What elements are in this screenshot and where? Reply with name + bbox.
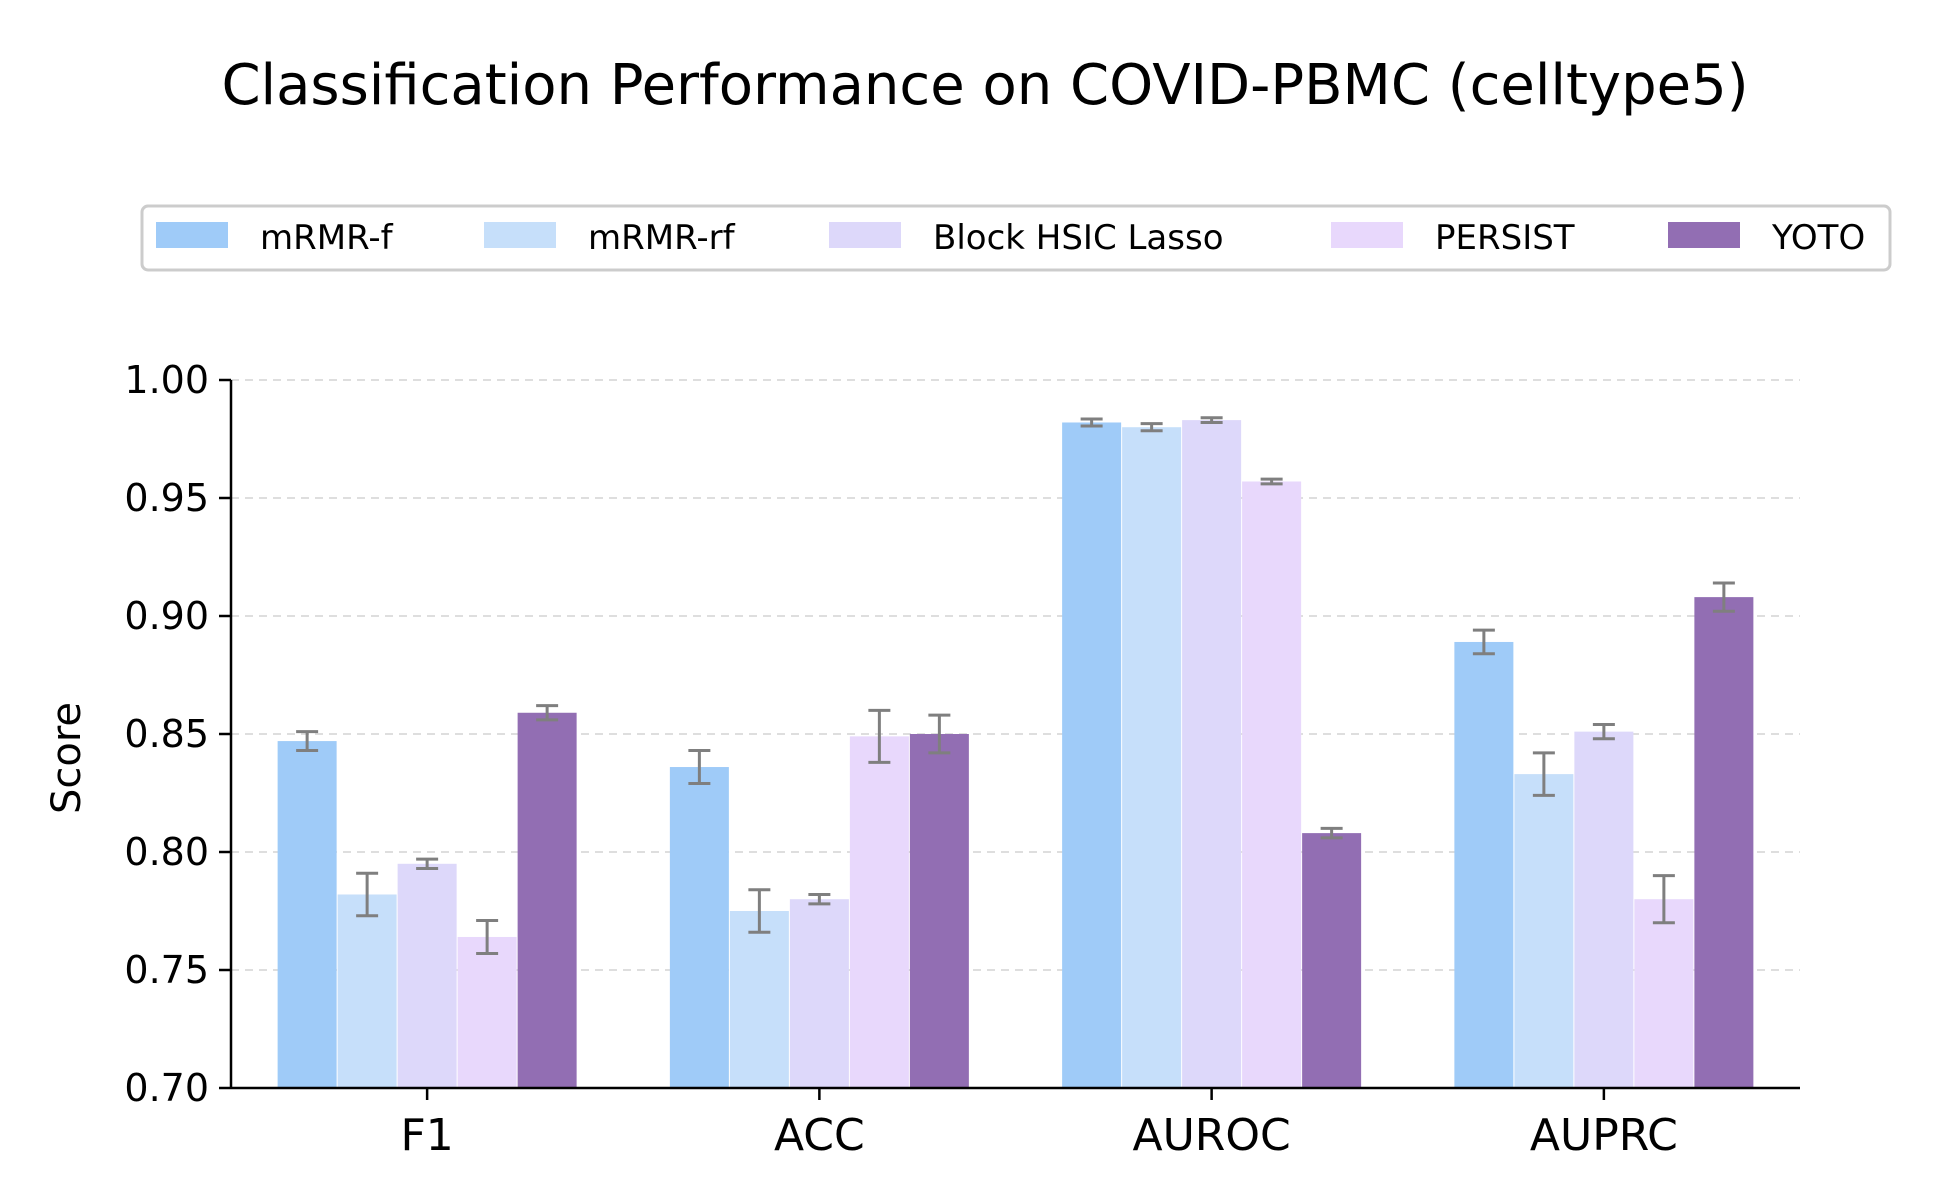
x-tick-label: AUROC (1133, 1110, 1291, 1161)
bar-yoto-auroc (1302, 833, 1362, 1088)
bar-mrmr-f-auprc (1454, 641, 1514, 1088)
bar-block-hsic-lasso-auprc (1574, 731, 1634, 1088)
bar-persist-auroc (1242, 481, 1302, 1089)
bar-yoto-acc (909, 734, 969, 1088)
legend-swatch (829, 222, 901, 248)
bar-block-hsic-lasso-auroc (1182, 420, 1242, 1088)
bar-mrmr-f-f1 (277, 741, 337, 1088)
legend-swatch (1331, 222, 1403, 248)
y-tick-label: 0.95 (124, 476, 209, 520)
legend-label: PERSIST (1435, 218, 1575, 258)
bar-persist-auprc (1634, 899, 1694, 1088)
legend-swatch (1668, 222, 1740, 248)
legend-label: Block HSIC Lasso (933, 218, 1224, 258)
legend-swatch (156, 222, 228, 248)
bar-mrmr-rf-auprc (1514, 774, 1574, 1088)
y-tick-label: 0.90 (124, 594, 209, 638)
legend-label: mRMR-rf (588, 218, 736, 258)
bar-mrmr-f-auroc (1062, 422, 1122, 1089)
x-tick-label: ACC (774, 1110, 865, 1161)
y-tick-label: 0.80 (124, 830, 209, 874)
bar-yoto-f1 (517, 712, 577, 1088)
y-axis-label: Score (44, 702, 90, 814)
legend-label: mRMR-f (260, 218, 394, 258)
bar-persist-f1 (457, 936, 517, 1088)
x-tick-label: F1 (400, 1110, 453, 1161)
legend: mRMR-f mRMR-rf Block HSIC Lasso PERSIST YOTO (140, 204, 1892, 272)
bar-mrmr-rf-acc (729, 911, 789, 1088)
legend-frame (140, 204, 1892, 272)
bar-block-hsic-lasso-acc (789, 899, 849, 1088)
bar-mrmr-f-acc (669, 767, 729, 1088)
legend-swatch (484, 222, 556, 248)
y-tick-label: 0.85 (124, 712, 209, 756)
y-tick-label: 0.75 (124, 948, 209, 992)
legend-label: YOTO (1771, 218, 1865, 258)
x-tick-label: AUPRC (1530, 1110, 1678, 1161)
bars (277, 420, 1754, 1089)
bar-yoto-auprc (1694, 597, 1754, 1088)
y-tick-label: 1.00 (124, 358, 209, 402)
axes: 0.70 0.75 0.80 0.85 0.90 0.95 1.00 F1 ACC AUROC AU… (124, 358, 1800, 1161)
bar-mrmr-rf-f1 (337, 894, 397, 1088)
error-bars (296, 416, 1735, 955)
bar-persist-acc (849, 736, 909, 1088)
bar-block-hsic-lasso-f1 (397, 863, 457, 1088)
y-tick-label: 0.70 (124, 1066, 209, 1110)
chart-title: Classification Performance on COVID-PBMC… (221, 53, 1748, 118)
bar-mrmr-rf-auroc (1122, 427, 1182, 1088)
